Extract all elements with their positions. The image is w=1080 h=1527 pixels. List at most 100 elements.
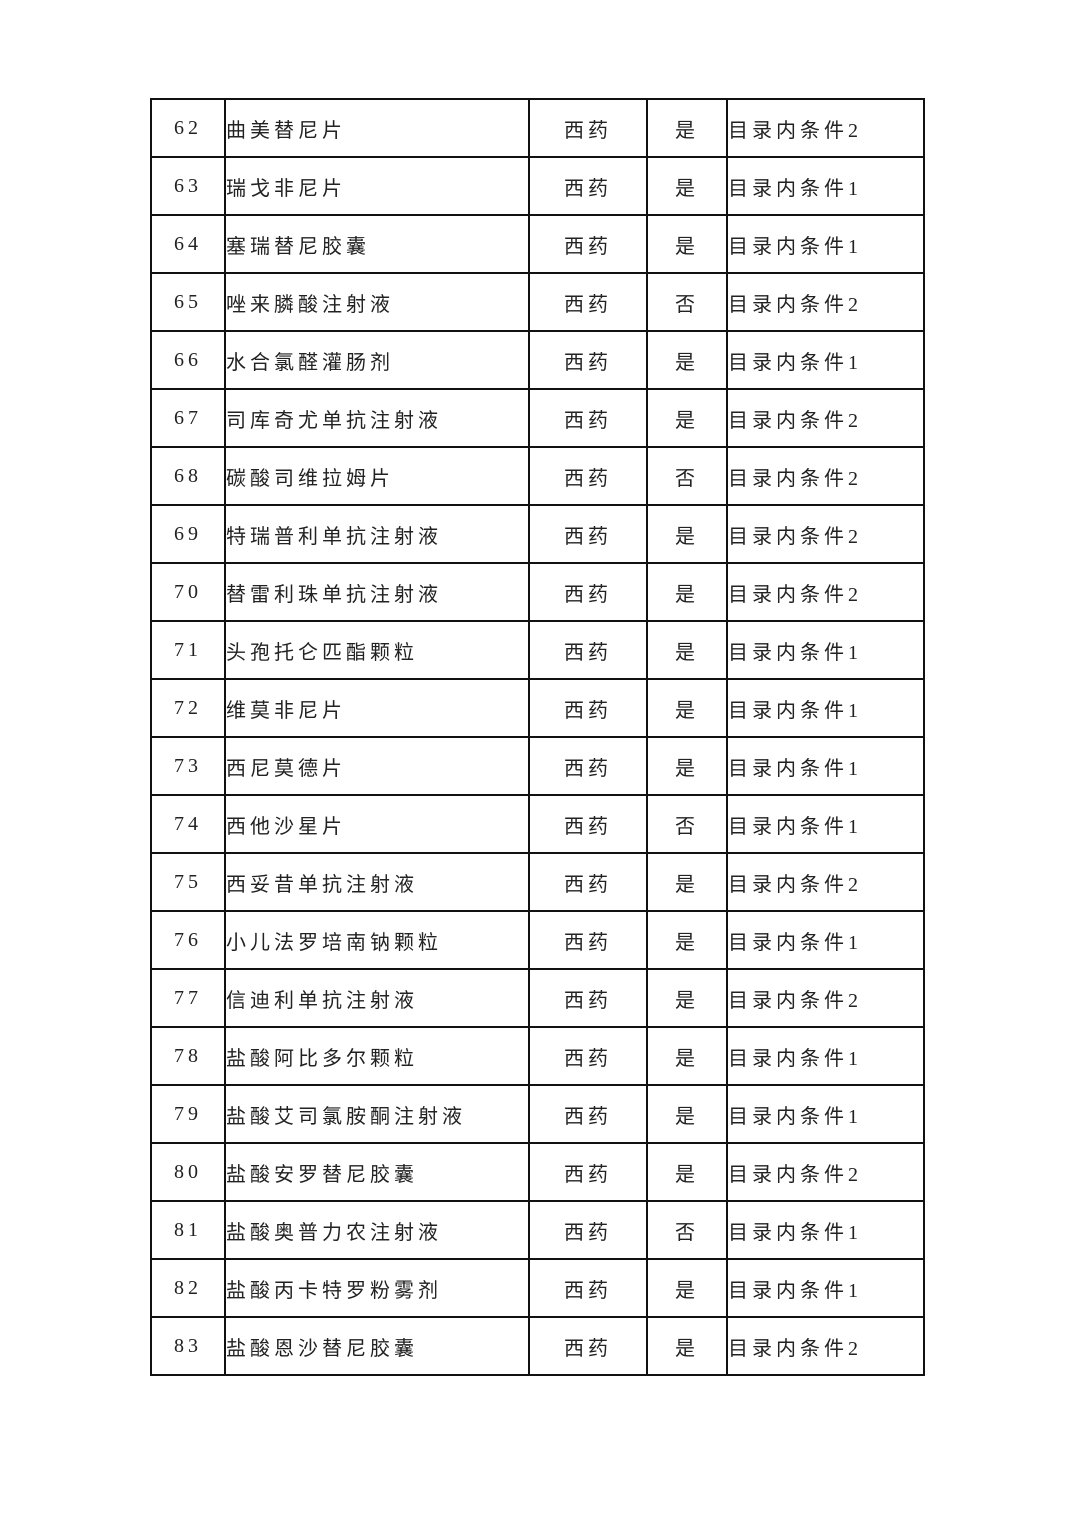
drug-name-cell: 盐酸艾司氯胺酮注射液 [224,1084,530,1144]
drug-name-cell: 维莫非尼片 [224,678,530,738]
row-number-cell: 80 [150,1142,226,1202]
table-row: 67 司库奇尤单抗注射液 西药是目录内条件2 [150,388,925,448]
yes-no-flag-cell: 是 [646,1258,728,1318]
drug-name-cell: 瑞戈非尼片 [224,156,530,216]
drug-name-cell: 盐酸安罗替尼胶囊 [224,1142,530,1202]
table-row: 80 盐酸安罗替尼胶囊 西药是目录内条件2 [150,1142,925,1202]
drug-name-cell: 盐酸丙卡特罗粉雾剂 [224,1258,530,1318]
drug-category-cell: 西药 [528,1084,648,1144]
drug-category-cell: 西药 [528,504,648,564]
drug-name-cell: 司库奇尤单抗注射液 [224,388,530,448]
row-number-cell: 83 [150,1316,226,1376]
drug-name-cell: 头孢托仑匹酯颗粒 [224,620,530,680]
yes-no-flag-cell: 是 [646,214,728,274]
catalog-condition-cell: 目录内条件2 [726,504,925,564]
drug-category-cell: 西药 [528,156,648,216]
drug-name-cell: 唑来膦酸注射液 [224,272,530,332]
drug-category-cell: 西药 [528,620,648,680]
row-number-cell: 79 [150,1084,226,1144]
table-row: 70 替雷利珠单抗注射液 西药是目录内条件2 [150,562,925,622]
table-row: 71 头孢托仑匹酯颗粒 西药是目录内条件1 [150,620,925,680]
row-number-cell: 82 [150,1258,226,1318]
table-row: 76 小儿法罗培南钠颗粒 西药是目录内条件1 [150,910,925,970]
catalog-condition-cell: 目录内条件1 [726,620,925,680]
table-row: 63 瑞戈非尼片 西药是目录内条件1 [150,156,925,216]
row-number-cell: 65 [150,272,226,332]
row-number-cell: 74 [150,794,226,854]
catalog-condition-cell: 目录内条件1 [726,1084,925,1144]
yes-no-flag-cell: 是 [646,678,728,738]
table-row: 74 西他沙星片 西药否目录内条件1 [150,794,925,854]
row-number-cell: 72 [150,678,226,738]
catalog-condition-cell: 目录内条件1 [726,910,925,970]
drug-category-cell: 西药 [528,272,648,332]
yes-no-flag-cell: 是 [646,852,728,912]
drug-category-cell: 西药 [528,1258,648,1318]
yes-no-flag-cell: 是 [646,1316,728,1376]
drug-list-table: 62 曲美替尼片 西药是目录内条件2 63 瑞戈非尼片 西药是目录内条件1 64 塞瑞替尼胶囊… [150,98,925,1376]
catalog-condition-cell: 目录内条件2 [726,388,925,448]
yes-no-flag-cell: 是 [646,968,728,1028]
catalog-condition-cell: 目录内条件1 [726,214,925,274]
catalog-condition-cell: 目录内条件2 [726,272,925,332]
drug-name-cell: 盐酸奥普力农注射液 [224,1200,530,1260]
yes-no-flag-cell: 是 [646,156,728,216]
yes-no-flag-cell: 是 [646,1026,728,1086]
drug-category-cell: 西药 [528,1026,648,1086]
row-number-cell: 76 [150,910,226,970]
catalog-condition-cell: 目录内条件1 [726,678,925,738]
row-number-cell: 73 [150,736,226,796]
drug-category-cell: 西药 [528,1316,648,1376]
yes-no-flag-cell: 是 [646,1084,728,1144]
catalog-condition-cell: 目录内条件2 [726,852,925,912]
yes-no-flag-cell: 否 [646,272,728,332]
drug-name-cell: 盐酸恩沙替尼胶囊 [224,1316,530,1376]
table-row: 62 曲美替尼片 西药是目录内条件2 [150,98,925,158]
drug-name-cell: 特瑞普利单抗注射液 [224,504,530,564]
drug-category-cell: 西药 [528,330,648,390]
drug-name-cell: 替雷利珠单抗注射液 [224,562,530,622]
table-row: 73 西尼莫德片 西药是目录内条件1 [150,736,925,796]
table-row: 83 盐酸恩沙替尼胶囊 西药是目录内条件2 [150,1316,925,1376]
row-number-cell: 66 [150,330,226,390]
drug-name-cell: 西妥昔单抗注射液 [224,852,530,912]
drug-category-cell: 西药 [528,910,648,970]
yes-no-flag-cell: 是 [646,620,728,680]
catalog-condition-cell: 目录内条件1 [726,1258,925,1318]
drug-category-cell: 西药 [528,736,648,796]
catalog-condition-cell: 目录内条件1 [726,156,925,216]
yes-no-flag-cell: 是 [646,330,728,390]
row-number-cell: 75 [150,852,226,912]
yes-no-flag-cell: 是 [646,98,728,158]
table-body: 62 曲美替尼片 西药是目录内条件2 63 瑞戈非尼片 西药是目录内条件1 64 塞瑞替尼胶囊… [150,98,925,1376]
table-row: 77 信迪利单抗注射液 西药是目录内条件2 [150,968,925,1028]
table-row: 65 唑来膦酸注射液 西药否目录内条件2 [150,272,925,332]
table-row: 79 盐酸艾司氯胺酮注射液 西药是目录内条件1 [150,1084,925,1144]
catalog-condition-cell: 目录内条件1 [726,330,925,390]
catalog-condition-cell: 目录内条件2 [726,98,925,158]
yes-no-flag-cell: 否 [646,1200,728,1260]
catalog-condition-cell: 目录内条件1 [726,736,925,796]
table-row: 66 水合氯醛灌肠剂 西药是目录内条件1 [150,330,925,390]
catalog-condition-cell: 目录内条件2 [726,562,925,622]
table-row: 72 维莫非尼片 西药是目录内条件1 [150,678,925,738]
yes-no-flag-cell: 是 [646,562,728,622]
drug-name-cell: 西他沙星片 [224,794,530,854]
drug-category-cell: 西药 [528,446,648,506]
yes-no-flag-cell: 是 [646,388,728,448]
yes-no-flag-cell: 是 [646,1142,728,1202]
table-row: 82 盐酸丙卡特罗粉雾剂 西药是目录内条件1 [150,1258,925,1318]
table-row: 81 盐酸奥普力农注射液 西药否目录内条件1 [150,1200,925,1260]
catalog-condition-cell: 目录内条件2 [726,1316,925,1376]
row-number-cell: 63 [150,156,226,216]
drug-name-cell: 碳酸司维拉姆片 [224,446,530,506]
yes-no-flag-cell: 否 [646,446,728,506]
row-number-cell: 64 [150,214,226,274]
drug-category-cell: 西药 [528,98,648,158]
drug-name-cell: 曲美替尼片 [224,98,530,158]
drug-category-cell: 西药 [528,1142,648,1202]
row-number-cell: 69 [150,504,226,564]
drug-name-cell: 塞瑞替尼胶囊 [224,214,530,274]
catalog-condition-cell: 目录内条件2 [726,968,925,1028]
table-row: 69 特瑞普利单抗注射液 西药是目录内条件2 [150,504,925,564]
